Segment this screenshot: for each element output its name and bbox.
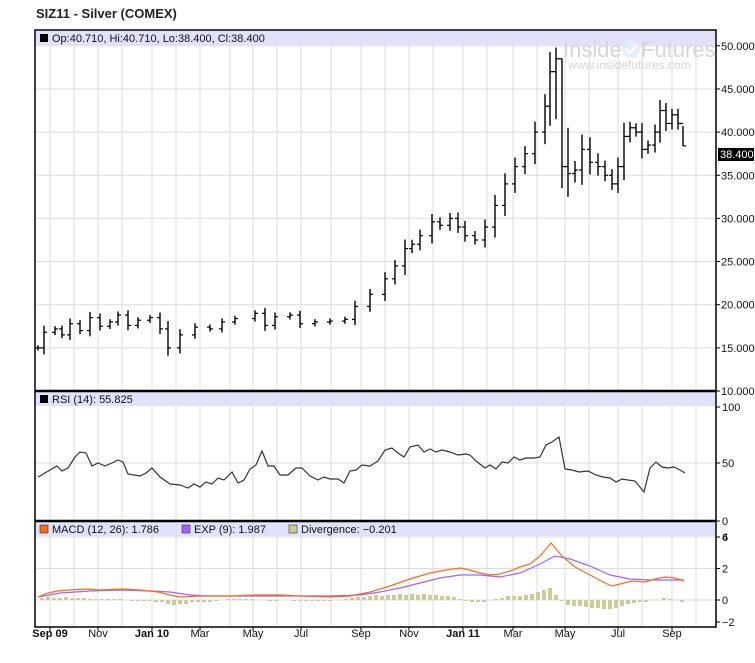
rsi-line: [37, 435, 686, 494]
svg-text:Jul: Jul: [294, 628, 308, 640]
svg-text:Futures: Futures: [641, 37, 716, 62]
rsi-legend: RSI (14): 55.825: [40, 394, 133, 406]
rsi-legend-strip: [36, 392, 715, 406]
svg-text:50.000: 50.000: [721, 41, 755, 53]
svg-text:15.000: 15.000: [721, 343, 755, 355]
macd-swatch-icon: [39, 524, 49, 534]
grid-lines: [36, 45, 715, 627]
svg-text:2: 2: [722, 564, 728, 576]
svg-text:50: 50: [722, 458, 734, 470]
svg-text:May: May: [243, 628, 264, 640]
watermark-logo-icon: [622, 40, 640, 58]
macd-legend-strip: [36, 522, 715, 536]
svg-text:Mar: Mar: [504, 628, 523, 640]
svg-text:0: 0: [722, 516, 728, 528]
svg-text:35.000: 35.000: [721, 170, 755, 182]
svg-text:6: 6: [722, 532, 728, 544]
svg-text:May: May: [555, 628, 576, 640]
watermark-url: www.insidefutures.com: [567, 58, 691, 72]
svg-text:10.000: 10.000: [721, 386, 755, 398]
svg-text:MACD (12, 26): 1.786: MACD (12, 26): 1.786: [52, 524, 159, 536]
divergence-bars: [40, 588, 684, 609]
price-legend-strip: [36, 31, 715, 45]
svg-text:Jul: Jul: [611, 628, 625, 640]
svg-text:Sep: Sep: [351, 628, 371, 640]
chart-frame: [34, 29, 717, 628]
svg-text:40.000: 40.000: [721, 127, 755, 139]
exp-line: [37, 555, 684, 598]
last-price-badge: 38.400: [718, 148, 754, 161]
macd-legend: MACD (12, 26): 1.786 EXP (9): 1.987 Dive…: [39, 524, 397, 536]
svg-text:Nov: Nov: [399, 628, 419, 640]
svg-text:−2: −2: [722, 617, 735, 629]
price-ohlc-bars: [35, 47, 686, 356]
svg-text:30.000: 30.000: [721, 213, 755, 225]
watermark-brand: Inside: [563, 37, 622, 62]
svg-text:100: 100: [722, 402, 740, 414]
chart-title: SIZ11 - Silver (COMEX): [36, 6, 177, 21]
macd-line: [37, 542, 685, 598]
svg-text:Jan 10: Jan 10: [135, 628, 169, 640]
y-axis: 50.000 45.000 40.000 35.000 30.000 25.000 20.0…: [716, 41, 755, 629]
svg-text:Nov: Nov: [88, 628, 108, 640]
svg-text:45.000: 45.000: [721, 84, 755, 96]
divergence-swatch-icon: [288, 524, 298, 534]
svg-text:RSI (14): 55.825: RSI (14): 55.825: [52, 394, 133, 406]
watermark: Inside Futures www.insidefutures.com: [563, 37, 716, 72]
svg-text:0: 0: [722, 595, 728, 607]
svg-text:Mar: Mar: [191, 628, 210, 640]
svg-text:Divergence: −0.201: Divergence: −0.201: [301, 524, 397, 536]
svg-text:Sep 09: Sep 09: [32, 628, 67, 640]
svg-text:25.000: 25.000: [721, 257, 755, 269]
svg-text:4: 4: [722, 532, 728, 544]
svg-text:Sep: Sep: [662, 628, 682, 640]
price-legend: Op:40.710, Hi:40.710, Lo:38.400, Cl:38.4…: [40, 33, 265, 45]
exp-swatch-icon: [181, 524, 191, 534]
svg-text:20.000: 20.000: [721, 300, 755, 312]
svg-text:Jan 11: Jan 11: [446, 628, 480, 640]
svg-text:EXP (9): 1.987: EXP (9): 1.987: [194, 524, 266, 536]
svg-text:Op:40.710, Hi:40.710, Lo:38.40: Op:40.710, Hi:40.710, Lo:38.400, Cl:38.4…: [52, 33, 265, 45]
svg-text:38.400: 38.400: [720, 149, 754, 161]
x-axis: Sep 09 Nov Jan 10 Mar May Jul Sep Nov Jan 11 Mar M…: [32, 627, 682, 640]
